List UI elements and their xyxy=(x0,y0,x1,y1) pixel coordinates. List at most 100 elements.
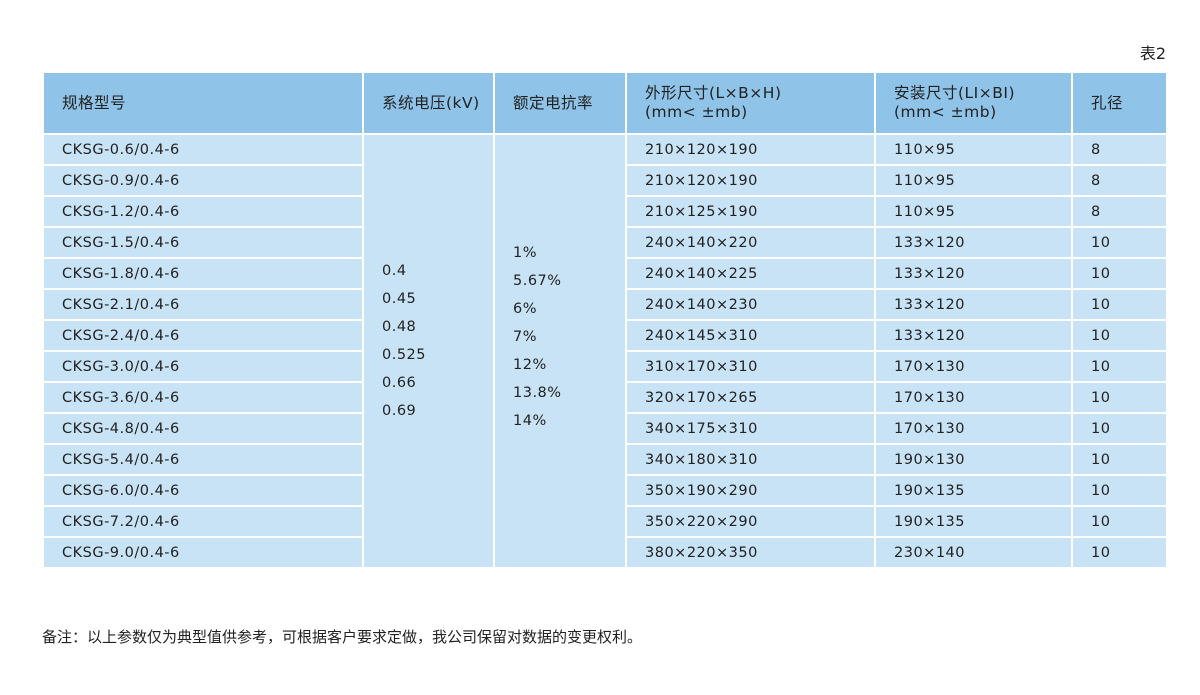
cell-install-size: 170×130 xyxy=(874,350,1073,383)
cell-install-size: 133×120 xyxy=(874,257,1073,290)
cell-hole: 10 xyxy=(1071,226,1168,259)
header-text: 系统电压(kV) xyxy=(382,93,480,112)
reactance-item: 5.67% xyxy=(513,273,562,289)
cell-hole: 10 xyxy=(1071,443,1168,476)
header-hole: 孔径 xyxy=(1071,71,1168,135)
reactance-item: 1% xyxy=(513,245,538,261)
header-text: 规格型号 xyxy=(62,93,127,112)
spec-table: 规格型号 系统电压(kV) 额定电抗率 外形尺寸(L×B×H) (mm< ±mb) 安装尺… xyxy=(42,71,1168,569)
cell-model: CKSG-6.0/0.4-6 xyxy=(42,474,364,507)
cell-hole: 10 xyxy=(1071,288,1168,321)
cell-hole: 10 xyxy=(1071,412,1168,445)
cell-model: CKSG-1.8/0.4-6 xyxy=(42,257,364,290)
voltage-item: 0.69 xyxy=(382,403,417,419)
cell-hole: 8 xyxy=(1071,164,1168,197)
cell-outline-size: 320×170×265 xyxy=(625,381,876,414)
cell-model: CKSG-5.4/0.4-6 xyxy=(42,443,364,476)
reactance-item: 7% xyxy=(513,329,538,345)
reactance-item: 13.8% xyxy=(513,385,562,401)
cell-model: CKSG-0.9/0.4-6 xyxy=(42,164,364,197)
cell-hole: 10 xyxy=(1071,350,1168,383)
cell-install-size: 190×130 xyxy=(874,443,1073,476)
voltage-item: 0.45 xyxy=(382,291,417,307)
header-model: 规格型号 xyxy=(42,71,364,135)
cell-hole: 8 xyxy=(1071,195,1168,228)
cell-model: CKSG-1.5/0.4-6 xyxy=(42,226,364,259)
footnote: 备注：以上参数仅为典型值供参考，可根据客户要求定做，我公司保留对数据的变更权利。 xyxy=(42,628,643,646)
cell-install-size: 170×130 xyxy=(874,412,1073,445)
cell-reactance-list: 1% 5.67% 6% 7% 12% 13.8% 14% xyxy=(493,133,627,569)
header-row: 规格型号 系统电压(kV) 额定电抗率 外形尺寸(L×B×H) (mm< ±mb) 安装尺… xyxy=(42,71,1168,135)
header-install-size: 安装尺寸(LI×BI) (mm< ±mb) xyxy=(874,71,1073,135)
cell-outline-size: 380×220×350 xyxy=(625,536,876,569)
reactance-item: 14% xyxy=(513,413,547,429)
cell-hole: 10 xyxy=(1071,381,1168,414)
cell-outline-size: 350×220×290 xyxy=(625,505,876,538)
header-reactance: 额定电抗率 xyxy=(493,71,627,135)
cell-model: CKSG-2.1/0.4-6 xyxy=(42,288,364,321)
reactance-item: 12% xyxy=(513,357,547,373)
voltage-item: 0.4 xyxy=(382,263,407,279)
cell-outline-size: 210×125×190 xyxy=(625,195,876,228)
cell-install-size: 190×135 xyxy=(874,474,1073,507)
cell-outline-size: 350×190×290 xyxy=(625,474,876,507)
table-caption: 表2 xyxy=(1139,44,1166,63)
cell-outline-size: 310×170×310 xyxy=(625,350,876,383)
header-text: (mm< ±mb) xyxy=(894,103,997,121)
cell-model: CKSG-9.0/0.4-6 xyxy=(42,536,364,569)
cell-hole: 10 xyxy=(1071,257,1168,290)
cell-install-size: 230×140 xyxy=(874,536,1073,569)
cell-install-size: 133×120 xyxy=(874,319,1073,352)
cell-install-size: 133×120 xyxy=(874,226,1073,259)
table-row: CKSG-5.4/0.4-6 340×180×310 190×130 10 xyxy=(42,443,1168,476)
table-row: CKSG-2.1/0.4-6 240×140×230 133×120 10 xyxy=(42,288,1168,321)
table-row: CKSG-2.4/0.4-6 240×145×310 133×120 10 xyxy=(42,319,1168,352)
cell-outline-size: 210×120×190 xyxy=(625,133,876,166)
cell-hole: 10 xyxy=(1071,505,1168,538)
cell-model: CKSG-3.0/0.4-6 xyxy=(42,350,364,383)
cell-install-size: 110×95 xyxy=(874,164,1073,197)
cell-voltage-list: 0.4 0.45 0.48 0.525 0.66 0.69 xyxy=(362,133,495,569)
header-text: (mm< ±mb) xyxy=(645,103,748,121)
cell-outline-size: 240×140×230 xyxy=(625,288,876,321)
table-row: CKSG-0.9/0.4-6 210×120×190 110×95 8 xyxy=(42,164,1168,197)
reactance-item: 6% xyxy=(513,301,538,317)
cell-outline-size: 240×145×310 xyxy=(625,319,876,352)
table-row: CKSG-0.6/0.4-6 0.4 0.45 0.48 0.525 0.66 0.69 1%… xyxy=(42,133,1168,569)
table-row: CKSG-3.0/0.4-6 310×170×310 170×130 10 xyxy=(42,350,1168,383)
table-row: CKSG-9.0/0.4-6 380×220×350 230×140 10 xyxy=(42,536,1168,569)
table-row: CKSG-7.2/0.4-6 350×220×290 190×135 10 xyxy=(42,505,1168,538)
table-row: CKSG-1.5/0.4-6 240×140×220 133×120 10 xyxy=(42,226,1168,259)
cell-outline-size: 210×120×190 xyxy=(625,164,876,197)
header-text: 孔径 xyxy=(1091,93,1124,112)
cell-install-size: 190×135 xyxy=(874,505,1073,538)
cell-model: CKSG-7.2/0.4-6 xyxy=(42,505,364,538)
cell-hole: 8 xyxy=(1071,133,1168,166)
cell-install-size: 170×130 xyxy=(874,381,1073,414)
cell-outline-size: 240×140×220 xyxy=(625,226,876,259)
header-text: 安装尺寸(LI×BI) xyxy=(894,84,1015,102)
cell-model: CKSG-1.2/0.4-6 xyxy=(42,195,364,228)
header-outline-size: 外形尺寸(L×B×H) (mm< ±mb) xyxy=(625,71,876,135)
table-row: CKSG-6.0/0.4-6 350×190×290 190×135 10 xyxy=(42,474,1168,507)
header-text: 额定电抗率 xyxy=(513,93,594,112)
table-row: CKSG-4.8/0.4-6 340×175×310 170×130 10 xyxy=(42,412,1168,445)
cell-outline-size: 340×175×310 xyxy=(625,412,876,445)
table-row: CKSG-1.2/0.4-6 210×125×190 110×95 8 xyxy=(42,195,1168,228)
cell-hole: 10 xyxy=(1071,319,1168,352)
voltage-item: 0.48 xyxy=(382,319,417,335)
cell-model: CKSG-3.6/0.4-6 xyxy=(42,381,364,414)
table-row: CKSG-1.8/0.4-6 240×140×225 133×120 10 xyxy=(42,257,1168,290)
cell-install-size: 110×95 xyxy=(874,133,1073,166)
cell-model: CKSG-4.8/0.4-6 xyxy=(42,412,364,445)
voltage-item: 0.525 xyxy=(382,347,427,363)
cell-hole: 10 xyxy=(1071,536,1168,569)
cell-model: CKSG-0.6/0.4-6 xyxy=(42,133,364,166)
voltage-item: 0.66 xyxy=(382,375,417,391)
cell-install-size: 133×120 xyxy=(874,288,1073,321)
cell-model: CKSG-2.4/0.4-6 xyxy=(42,319,364,352)
header-text: 外形尺寸(L×B×H) xyxy=(645,84,782,102)
table-row: CKSG-3.6/0.4-6 320×170×265 170×130 10 xyxy=(42,381,1168,414)
header-voltage: 系统电压(kV) xyxy=(362,71,495,135)
cell-install-size: 110×95 xyxy=(874,195,1073,228)
